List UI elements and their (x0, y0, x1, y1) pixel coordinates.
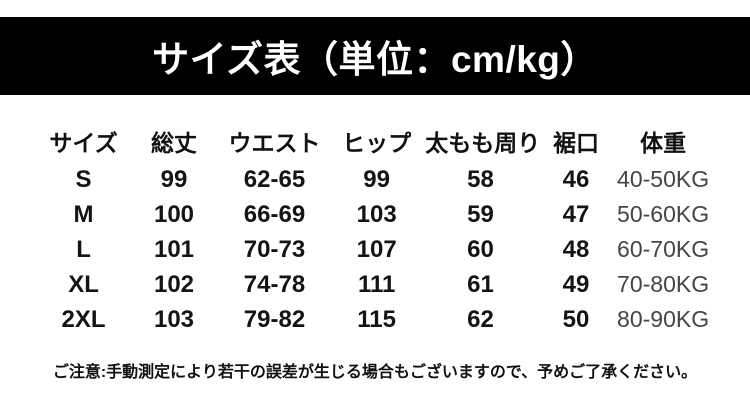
cell-waist: 62-65 (243, 165, 306, 193)
cell-hem: 50 (562, 305, 590, 333)
cell-size: S (75, 165, 92, 193)
column-header-waist: ウエスト (228, 130, 321, 156)
cell-thigh: 61 (467, 270, 494, 298)
cell-hip: 99 (363, 165, 390, 193)
table-row-s: S 99 62-65 99 58 46 40-50KG (40, 162, 710, 197)
size-chart-table: サイズ 総丈 ウエスト ヒップ 太もも周り 裾口 体重 S 99 62-65 9… (40, 120, 710, 337)
cell-length: 100 (153, 200, 195, 228)
cell-hip: 103 (356, 200, 397, 228)
column-header-thigh: 太もも周り (425, 130, 541, 156)
cell-thigh: 60 (467, 235, 494, 263)
cell-size: L (76, 235, 91, 263)
cell-weight: 60-70KG (617, 236, 710, 262)
cell-weight: 40-50KG (617, 166, 710, 192)
cell-size: M (73, 200, 94, 228)
column-header-length: 総丈 (150, 130, 197, 156)
cell-waist: 66-69 (243, 200, 306, 228)
cell-weight: 50-60KG (617, 201, 710, 227)
cell-weight: 70-80KG (617, 271, 710, 297)
table-row-2xl: 2XL 103 79-82 115 62 50 80-90KG (40, 302, 710, 337)
cell-length: 101 (153, 235, 195, 263)
cell-hip: 107 (356, 235, 397, 263)
cell-length: 103 (153, 305, 195, 333)
cell-hip: 115 (357, 305, 396, 333)
cell-hem: 49 (562, 270, 590, 298)
title-banner: サイズ表（単位：cm/kg） (0, 17, 750, 95)
disclaimer-note: ご注意:手動測定により若干の誤差が生じる場合もございますので、予めご了承ください… (52, 364, 698, 381)
cell-waist: 79-82 (243, 305, 306, 333)
table-header-row: サイズ 総丈 ウエスト ヒップ 太もも周り 裾口 体重 (40, 120, 710, 162)
cell-hem: 47 (562, 200, 590, 228)
cell-size: 2XL (61, 305, 106, 333)
cell-hem: 48 (562, 235, 590, 263)
table-row-l: L 101 70-73 107 60 48 60-70KG (40, 232, 710, 267)
cell-length: 99 (160, 165, 188, 193)
column-header-size: サイズ (49, 130, 118, 156)
cell-thigh: 59 (467, 200, 494, 228)
cell-weight: 80-90KG (617, 306, 710, 332)
cell-hem: 46 (562, 165, 590, 193)
column-header-hip: ヒップ (342, 130, 412, 156)
cell-waist: 74-78 (243, 270, 306, 298)
page-title: サイズ表（単位：cm/kg） (152, 39, 598, 80)
cell-waist: 70-73 (243, 235, 306, 263)
cell-thigh: 62 (467, 305, 494, 333)
cell-thigh: 58 (467, 165, 494, 193)
column-header-hem: 裾口 (552, 130, 599, 156)
column-header-weight: 体重 (640, 130, 687, 156)
table-row-m: M 100 66-69 103 59 47 50-60KG (40, 197, 710, 232)
table-row-xl: XL 102 74-78 111 61 49 70-80KG (40, 267, 710, 302)
cell-length: 102 (153, 270, 195, 298)
cell-size: XL (68, 270, 99, 298)
cell-hip: 111 (357, 270, 396, 298)
